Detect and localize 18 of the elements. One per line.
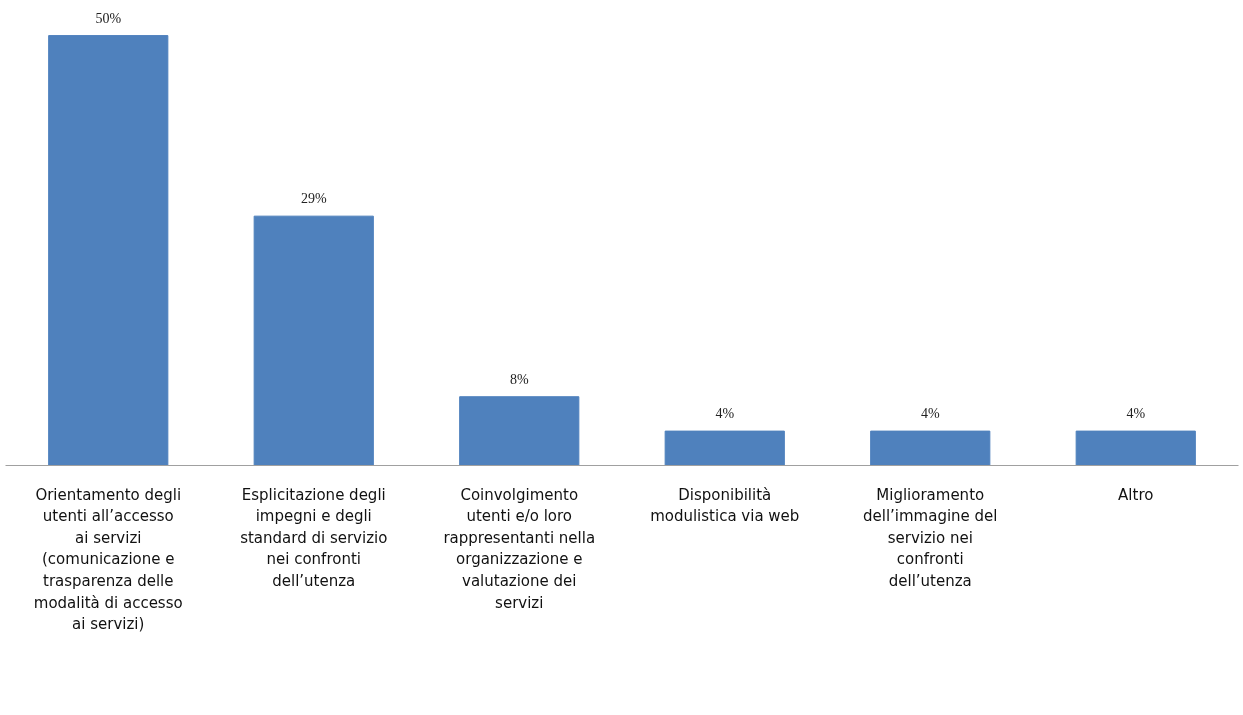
x-tick-label: Orientamento degli utenti all’accesso ai servizi (comunicazione e trasparenza delle modalità di accesso ai servizi) bbox=[33, 485, 183, 634]
bar bbox=[253, 215, 374, 466]
bar bbox=[1075, 430, 1196, 466]
x-tick-label: Miglioramento dell’immagine del servizio nei confronti dell’utenza bbox=[862, 485, 998, 590]
bar bbox=[459, 396, 580, 466]
bar bbox=[870, 430, 991, 466]
data-label: 29% bbox=[300, 191, 327, 207]
x-tick-label: Altro bbox=[1118, 485, 1154, 504]
x-tick-label: Esplicitazione degli impegni e degli standard di servizio nei confronti dell’utenza bbox=[240, 485, 388, 590]
data-label: 4% bbox=[715, 406, 735, 422]
bar bbox=[48, 35, 169, 466]
data-label: 50% bbox=[95, 10, 122, 26]
bar bbox=[664, 430, 785, 466]
x-tick-label: Coinvolgimento utenti e/o loro rappresentanti nella organizzazione e valutazione dei servizi bbox=[443, 485, 596, 612]
data-label: 4% bbox=[920, 406, 940, 422]
data-label: 8% bbox=[509, 371, 529, 387]
x-tick-label: Disponibilità modulistica via web bbox=[650, 485, 800, 526]
data-label: 4% bbox=[1126, 406, 1146, 422]
